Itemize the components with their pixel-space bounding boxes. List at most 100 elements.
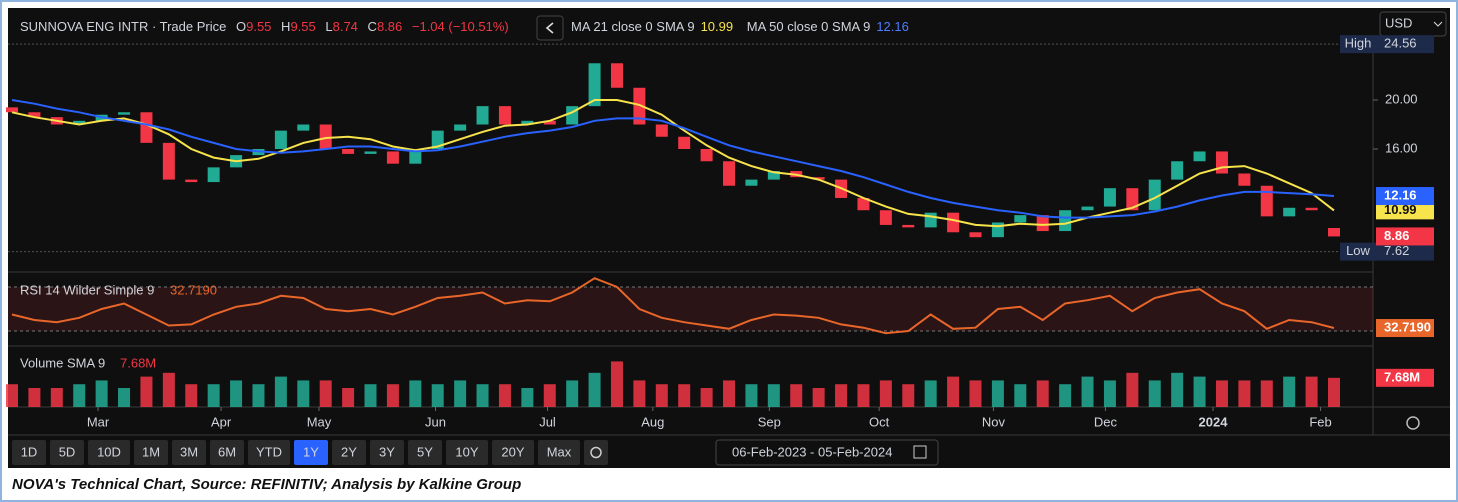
candle [28, 112, 41, 118]
volume-bar [364, 384, 377, 407]
candle [633, 87, 646, 125]
candle [902, 224, 915, 228]
settings-icon [590, 446, 602, 459]
y-tick-label: 16.00 [1385, 140, 1418, 155]
volume-bar [1171, 372, 1184, 407]
candle [118, 112, 131, 115]
candle [723, 161, 736, 186]
x-tick-label: Jul [539, 414, 556, 429]
volume-bar [230, 380, 243, 407]
volume-bar [723, 380, 736, 407]
range-button[interactable] [134, 440, 168, 465]
candle [1283, 207, 1296, 217]
volume-bar [1014, 384, 1027, 407]
candle [969, 232, 982, 238]
date-range: 06-Feb-2023 - 05-Feb-2024 [732, 444, 892, 459]
range-button-label: 5Y [417, 444, 433, 459]
settings-icon[interactable] [1406, 416, 1420, 430]
calendar-icon [913, 445, 927, 459]
range-button[interactable] [248, 440, 290, 465]
candle [1171, 161, 1184, 180]
candle [1014, 215, 1027, 223]
x-tick-label: Apr [211, 414, 232, 429]
currency: USD [1385, 15, 1412, 30]
volume-bar [633, 380, 646, 407]
range-button-label: 10Y [455, 444, 478, 459]
ma-legend: MA 21 close 0 SMA 9 10.99 MA 50 close 0 S… [571, 19, 909, 34]
caption: NOVA's Technical Chart, Source: REFINITI… [12, 476, 521, 493]
toolbar: 1D 5D 10D 1M 3M 6M YTD 1Y 2Y 3Y 5Y 10Y 20Y Max [12, 440, 608, 465]
candle [297, 124, 310, 131]
candle [879, 210, 892, 225]
volume-bar [409, 380, 422, 407]
range-button[interactable] [370, 440, 404, 465]
price-pane: 16.00 20.00 Mar Apr May Jun Jul Aug Sep Oct Nov Dec… [6, 35, 1434, 429]
volume-bar [118, 388, 131, 407]
value-badge [1376, 368, 1434, 387]
volume-bar [431, 384, 444, 407]
x-tick-label: Aug [641, 414, 664, 429]
ohlc-key: C [368, 19, 377, 34]
range-button[interactable] [172, 440, 206, 465]
settings-button[interactable] [584, 440, 608, 465]
candle [700, 148, 713, 162]
range-button[interactable] [408, 440, 442, 465]
range-button[interactable] [210, 440, 244, 465]
symbol: SUNNOVA ENG INTR · Trade Price [20, 19, 226, 34]
candle [140, 112, 153, 143]
value-badge-label: 10.99 [1384, 202, 1417, 217]
candle [745, 179, 758, 186]
range-button[interactable] [12, 440, 46, 465]
candle [947, 212, 960, 233]
volume-bar [1103, 380, 1116, 407]
range-button-label: 3Y [379, 444, 395, 459]
range-button-label: 1M [142, 444, 160, 459]
line [11, 99, 1335, 219]
candle [521, 120, 534, 125]
change: −1.04 (−10.51%) [412, 19, 509, 34]
range-button[interactable] [88, 440, 130, 465]
range-button-label: 2Y [341, 444, 357, 459]
range-button[interactable] [492, 440, 534, 465]
volume-bar [1328, 377, 1340, 407]
x-tick-label: Sep [758, 414, 781, 429]
range-button-label: 5D [59, 444, 76, 459]
volume-bar [655, 384, 668, 407]
ohlc-value: 8.86 [377, 19, 402, 34]
range-button[interactable] [294, 440, 328, 465]
range-button-label: YTD [256, 444, 282, 459]
range-button-label: 6M [218, 444, 236, 459]
volume-bar [1283, 376, 1296, 407]
volume-bar [767, 384, 780, 407]
volume-bar [95, 380, 108, 407]
date-range-box[interactable] [715, 439, 939, 466]
range-button[interactable] [446, 440, 488, 465]
ohlc-value: 8.74 [333, 19, 358, 34]
candle [386, 151, 399, 164]
candle [73, 120, 86, 125]
range-button[interactable] [332, 440, 366, 465]
candle [1260, 185, 1273, 217]
volume-bar [185, 384, 198, 407]
value-badge-label: 12.16 [1384, 187, 1417, 202]
value-badge [1376, 227, 1434, 246]
rsi-value: 32.7190 [170, 282, 217, 297]
volume-bar [1036, 380, 1049, 407]
low-value-badge [1376, 242, 1434, 261]
volume-bar [498, 384, 511, 407]
range-button-label: 1D [21, 444, 38, 459]
volume-bar [521, 388, 534, 407]
candle [319, 124, 332, 149]
candle [1059, 210, 1072, 232]
volume-bar [700, 388, 713, 407]
volume-bar [879, 380, 892, 407]
range-button[interactable] [538, 440, 580, 465]
volume-bar [1081, 376, 1094, 407]
collapse-button[interactable] [536, 15, 564, 41]
range-button[interactable] [50, 440, 84, 465]
volume-title: Volume SMA 9 [20, 355, 105, 370]
volume-bar [678, 384, 691, 407]
volume-bar [1305, 376, 1318, 407]
candle [991, 222, 1004, 238]
candle [1126, 188, 1139, 211]
